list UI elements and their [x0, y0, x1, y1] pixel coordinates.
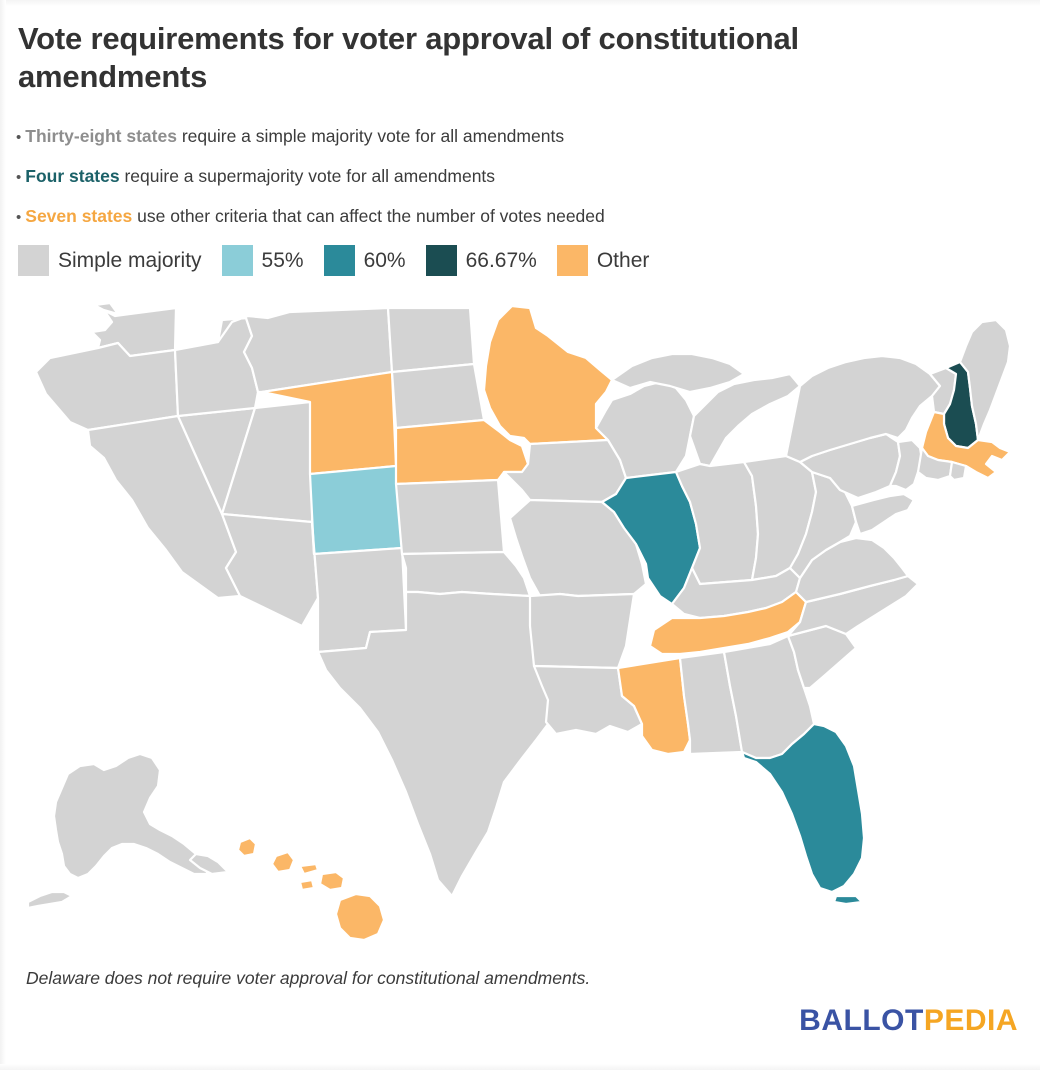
state-MD[interactable]	[850, 492, 916, 536]
state-WA[interactable]	[62, 301, 178, 358]
state-KS[interactable]	[394, 478, 506, 556]
state-AK-aleutians[interactable]	[26, 890, 74, 910]
state-MI-up[interactable]	[610, 352, 746, 394]
list-item: • Four states require a supermajority vot…	[16, 166, 1016, 188]
bullet-rest-text: require a supermajority vote for all ame…	[119, 166, 496, 186]
state-MN[interactable]	[482, 304, 614, 446]
state-FL[interactable]	[740, 722, 866, 894]
list-item: • Thirty-eight states require a simple ma…	[16, 126, 1016, 148]
legend-swatch-icon	[323, 245, 355, 276]
state-HI-molokai[interactable]	[298, 862, 320, 876]
bullet-rest-text: require a simple majority vote for all a…	[176, 126, 565, 146]
state-CO[interactable]	[308, 464, 404, 556]
state-ND[interactable]	[386, 306, 476, 374]
bullet-lead-text: Four states	[25, 166, 120, 186]
state-HI-oahu[interactable]	[270, 850, 296, 874]
state-HI-maui[interactable]	[318, 870, 346, 892]
state-ME[interactable]	[958, 318, 1012, 442]
state-RI[interactable]	[948, 460, 968, 482]
logo-part-pedia: PEDIA	[923, 1004, 1018, 1037]
state-WV[interactable]	[788, 470, 858, 580]
legend-label: 60%	[363, 249, 406, 272]
legend-swatch-icon	[425, 245, 457, 276]
map-legend: Simple majority 55% 60% 66.67% Other	[18, 245, 669, 276]
ballotpedia-logo: BALLOTPEDIA	[799, 1004, 1018, 1038]
state-SD[interactable]	[390, 362, 486, 430]
logo-part-ballot: BALLOT	[799, 1004, 924, 1037]
state-AZ[interactable]	[220, 512, 320, 628]
state-OR[interactable]	[34, 341, 180, 432]
page-title: Vote requirements for voter approval of …	[18, 21, 799, 94]
bullet-marker-icon: •	[16, 169, 22, 186]
list-item: • Seven states use other criteria that ca…	[16, 206, 1016, 228]
state-HI-bigisland[interactable]	[334, 892, 386, 942]
state-FL-keys[interactable]	[832, 894, 864, 906]
state-WI[interactable]	[594, 380, 696, 480]
legend-label: 66.67%	[465, 249, 537, 272]
bullet-lead-text: Seven states	[25, 206, 133, 226]
map-footnote: Delaware does not require voter approval…	[26, 968, 591, 988]
legend-item-simple-majority: Simple majority	[18, 245, 202, 276]
state-AK-panhandle[interactable]	[188, 852, 230, 876]
legend-label: Simple majority	[58, 249, 202, 272]
bullet-marker-icon: •	[16, 209, 22, 226]
us-choropleth-map	[0, 296, 1040, 944]
summary-bullet-list: • Thirty-eight states require a simple ma…	[16, 126, 1016, 246]
bullet-rest-text: use other criteria that can affect the n…	[132, 206, 605, 226]
legend-label: 55%	[261, 249, 304, 272]
canvas-edge-bottom	[0, 1064, 1040, 1070]
state-HI-lanai[interactable]	[298, 878, 316, 892]
state-TN[interactable]	[648, 590, 808, 656]
legend-swatch-icon	[556, 245, 588, 276]
canvas-edge-top	[0, 0, 1040, 6]
bullet-lead-text: Thirty-eight states	[25, 126, 177, 146]
us-map-svg	[26, 301, 1012, 942]
bullet-marker-icon: •	[16, 129, 22, 146]
legend-label: Other	[596, 249, 650, 272]
state-AK[interactable]	[52, 752, 216, 880]
state-DE[interactable]	[902, 490, 922, 520]
legend-swatch-icon	[221, 245, 253, 276]
state-AR[interactable]	[528, 592, 636, 670]
legend-item-other: Other	[556, 245, 650, 276]
state-NY[interactable]	[784, 354, 942, 464]
legend-item-55: 55%	[221, 245, 304, 276]
state-OK[interactable]	[400, 550, 532, 598]
legend-swatch-icon	[18, 245, 49, 276]
legend-item-6667: 66.67%	[425, 245, 537, 276]
state-NJ[interactable]	[888, 438, 924, 492]
state-HI-kauai[interactable]	[236, 836, 258, 858]
legend-item-60: 60%	[323, 245, 406, 276]
state-ID[interactable]	[173, 316, 260, 418]
